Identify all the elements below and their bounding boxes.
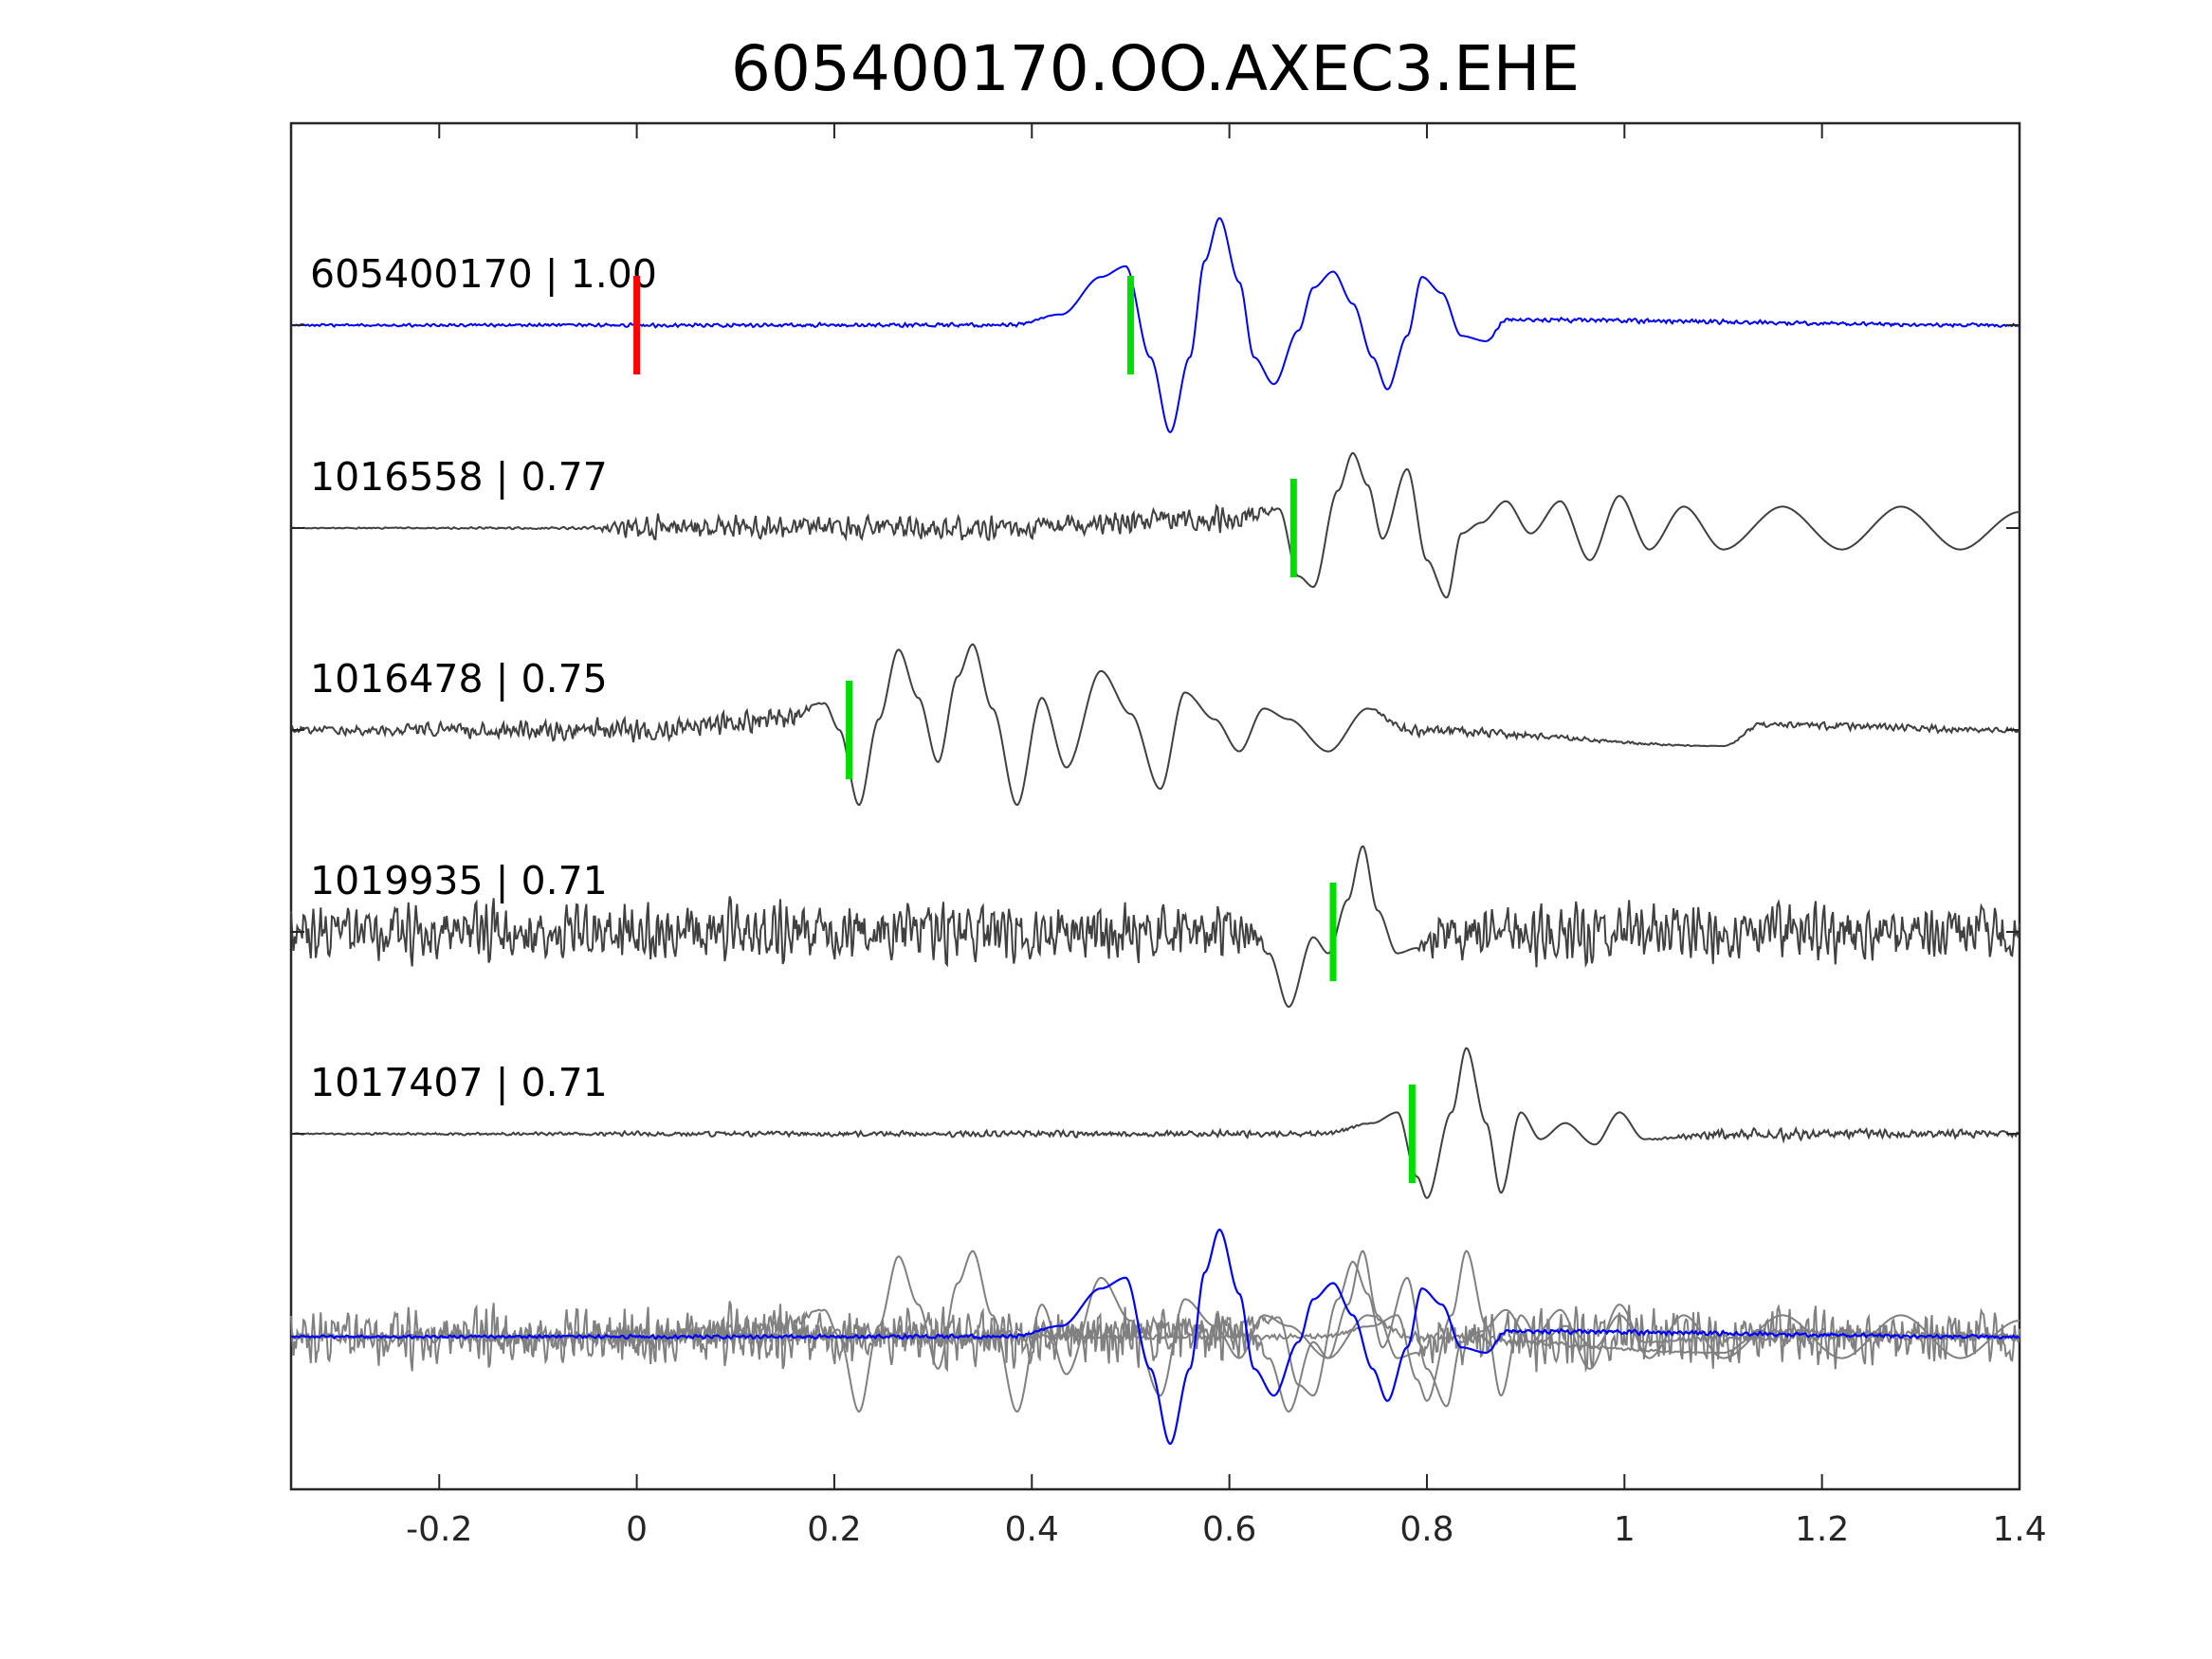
chart-title: 605400170.OO.AXEC3.EHE [731,32,1580,105]
traces-layer: 605400170 | 1.00 1016558 | 0.77 1016478 | … [290,217,2020,1199]
trace-line-1016558 [291,451,2020,599]
x-tick-label: 0.6 [1202,1510,1256,1549]
trace-line-605400170 [290,217,2020,433]
plot-area [289,121,2021,1491]
x-tick-label: 0.4 [1005,1510,1059,1549]
trace-label: 1019935 | 0.71 [310,858,608,903]
x-tick-label: -0.2 [406,1510,472,1549]
x-tick-label: 1.2 [1795,1510,1849,1549]
overlay-trace-1019935 [290,1249,2020,1413]
trace-label: 1017407 | 0.71 [310,1060,608,1105]
x-tick-label: 0.2 [807,1510,861,1549]
overlay-stack [290,1229,2020,1445]
trace-row-1017407: 1017407 | 0.71 [290,1047,2020,1199]
x-tick-label: 1.4 [1992,1510,2046,1549]
x-tick-label: 1 [1614,1510,1636,1549]
trace-row-1016478: 1016478 | 0.75 [290,643,2020,807]
trace-line-1019935 [290,845,2020,1009]
trace-line-1017407 [290,1047,2020,1199]
overlay-trace-605400170 [290,1229,2020,1445]
trace-label: 1016558 | 0.77 [310,454,608,500]
x-tick-label: 0.8 [1399,1510,1453,1549]
x-tick-label: 0 [626,1510,648,1549]
trace-label: 1016478 | 0.75 [310,656,608,702]
trace-row-1019935: 1019935 | 0.71 [290,845,2020,1009]
trace-row-1016558: 1016558 | 0.77 [291,451,2020,599]
x-axis: -0.2 0 0.2 0.4 0.6 0.8 1 1.2 1.4 [406,123,2047,1549]
overlay-trace-1017407 [290,1249,2020,1402]
trace-line-1016478 [290,643,2020,807]
trace-label: 605400170 | 1.00 [310,251,657,297]
trace-row-605400170: 605400170 | 1.00 [290,217,2020,433]
